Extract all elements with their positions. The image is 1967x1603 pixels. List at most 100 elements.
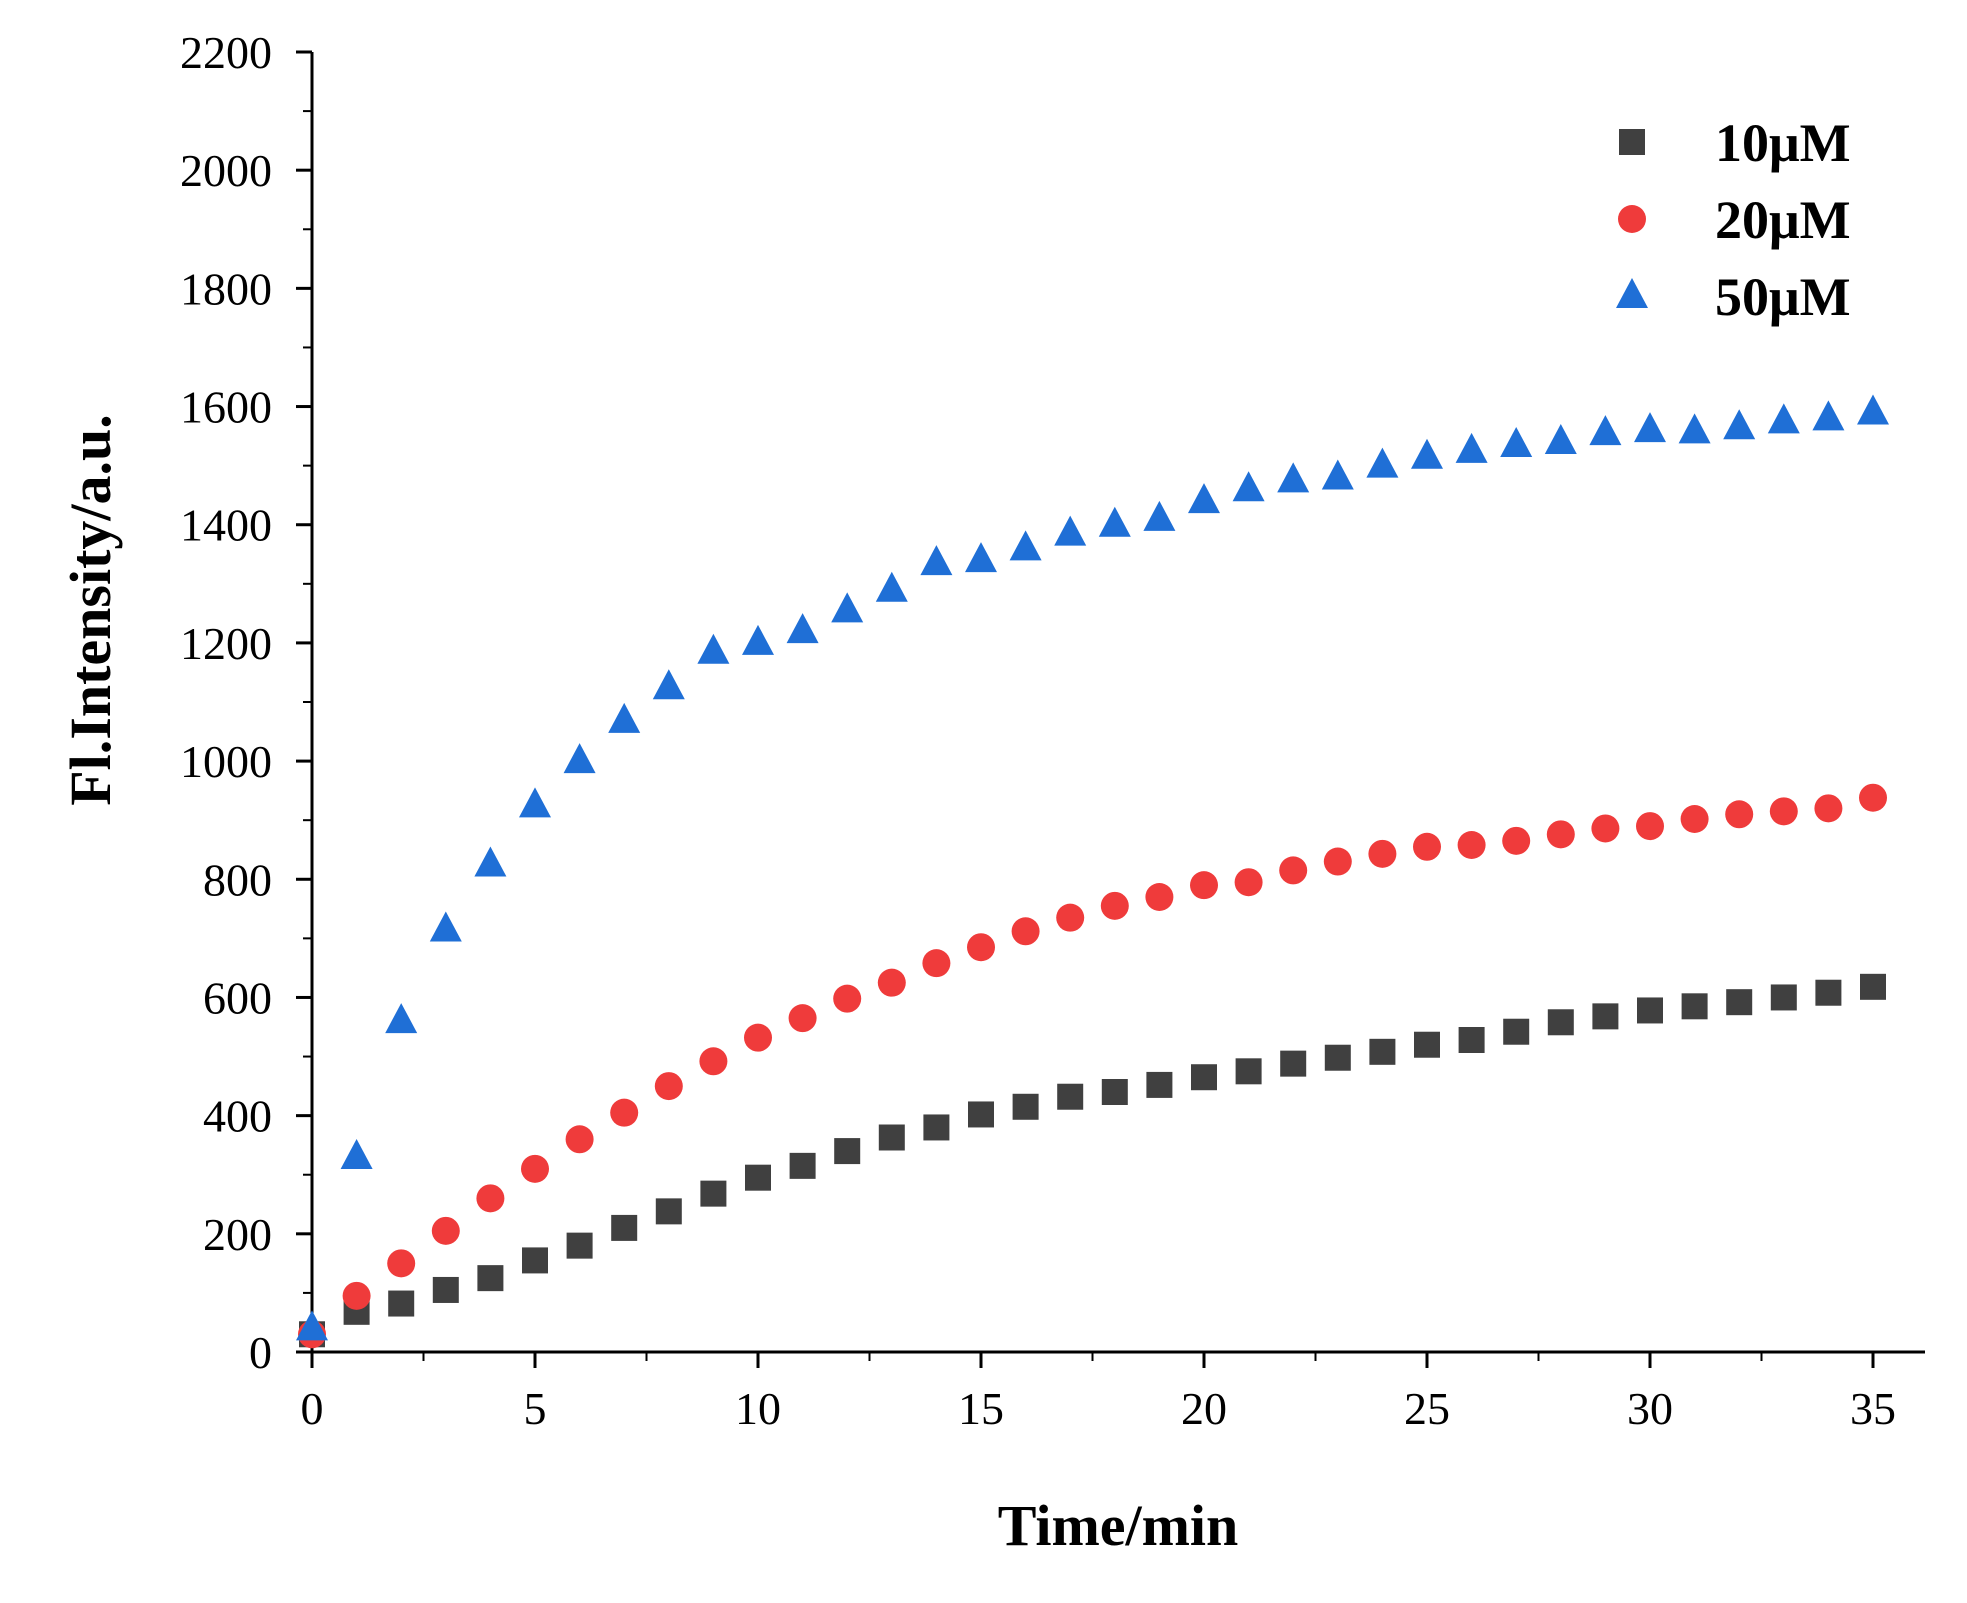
data-point-square (1191, 1064, 1217, 1091)
data-point-square (1547, 1009, 1574, 1036)
data-point-square (432, 1276, 459, 1303)
data-point-triangle (1544, 424, 1577, 454)
data-point-circle (967, 933, 995, 962)
x-tick-label: 5 (524, 1383, 547, 1434)
data-point-square (611, 1214, 638, 1241)
data-point-triangle (474, 846, 507, 877)
data-point-circle (1814, 794, 1843, 823)
data-point-triangle (1277, 462, 1310, 493)
data-point-triangle (340, 1139, 373, 1169)
y-tick-label: 200 (203, 1209, 272, 1260)
data-point-circle (1011, 917, 1040, 946)
data-point-square (1280, 1050, 1307, 1077)
y-tick-label: 1000 (180, 736, 272, 787)
data-point-triangle (875, 571, 908, 602)
legend: 10μM 20μM 50μM (1616, 113, 1851, 327)
data-point-triangle (1098, 506, 1131, 537)
data-point-square (1592, 1003, 1619, 1030)
data-point-triangle (965, 542, 997, 573)
data-point-square (655, 1198, 682, 1225)
axes (310, 52, 1925, 1354)
data-point-circle (1591, 814, 1620, 843)
x-tick-label: 20 (1181, 1383, 1227, 1434)
y-axis-title: Fl.Intensity/a.u. (58, 414, 123, 806)
data-point-square (522, 1247, 548, 1274)
data-point-triangle (1054, 515, 1087, 546)
data-point-square (388, 1290, 415, 1317)
data-point-triangle (1366, 447, 1399, 478)
x-tick-label: 35 (1850, 1383, 1896, 1434)
data-point-circle (744, 1023, 772, 1052)
y-tick-label: 400 (203, 1091, 272, 1142)
x-tick-label: 25 (1404, 1383, 1450, 1434)
data-point-square (477, 1265, 504, 1292)
data-point-circle (833, 984, 862, 1013)
data-point-triangle (1589, 415, 1622, 446)
data-point-triangle (519, 787, 551, 818)
data-point-circle (1502, 826, 1531, 855)
data-point-triangle (1455, 432, 1488, 463)
data-point-square (1637, 997, 1663, 1024)
x-tick-label: 15 (958, 1383, 1004, 1434)
data-point-triangle (608, 702, 641, 733)
y-tick-label: 0 (249, 1327, 272, 1378)
data-point-square (1726, 989, 1753, 1016)
data-point-square (1146, 1071, 1173, 1098)
series-triangle (296, 394, 1889, 1341)
data-point-circle (788, 1004, 817, 1033)
data-point-triangle (1634, 412, 1666, 443)
x-tick-label: 30 (1627, 1383, 1673, 1434)
legend-marker-square (1619, 129, 1645, 155)
data-point-circle (1413, 832, 1441, 861)
legend-label: 50μM (1715, 267, 1851, 327)
data-point-circle (1769, 797, 1798, 826)
data-point-triangle (786, 613, 819, 644)
y-tick-label: 2200 (180, 27, 272, 78)
data-point-triangle (920, 545, 953, 576)
data-point-circle (654, 1072, 683, 1101)
y-tick-label: 1600 (180, 382, 272, 433)
data-point-square (923, 1114, 950, 1141)
data-point-circle (431, 1216, 460, 1245)
data-point-triangle (1411, 438, 1443, 469)
data-point-circle (1680, 805, 1709, 833)
data-point-circle (610, 1098, 639, 1127)
data-point-circle (1546, 820, 1575, 849)
data-point-square (878, 1124, 905, 1151)
data-point-circle (1100, 891, 1129, 920)
data-point-triangle (385, 1003, 418, 1034)
data-point-square (1503, 1018, 1530, 1045)
data-point-circle (1323, 847, 1352, 876)
data-point-circle (1725, 800, 1754, 829)
y-tick-label: 800 (203, 854, 272, 905)
series-square (299, 973, 1886, 1348)
data-point-circle (1368, 839, 1397, 868)
data-point-circle (699, 1047, 728, 1076)
data-point-triangle (1812, 400, 1845, 431)
data-point-triangle (563, 743, 596, 774)
data-point-square (834, 1138, 861, 1165)
data-point-circle (1457, 831, 1486, 859)
data-point-square (1860, 973, 1886, 1000)
data-point-circle (1190, 871, 1218, 900)
x-tick-label: 0 (301, 1383, 324, 1434)
data-point-circle (342, 1281, 371, 1310)
axis-ticks: 0200400600800100012001400160018002000220… (180, 27, 1896, 1434)
data-point-triangle (1143, 500, 1176, 531)
data-point-triangle (429, 911, 462, 942)
data-point-square (1414, 1031, 1440, 1058)
data-point-triangle (1500, 426, 1533, 457)
legend-marker-circle (1618, 205, 1646, 233)
data-point-triangle (697, 633, 730, 664)
data-point-square (1012, 1093, 1039, 1120)
data-point-triangle (1321, 459, 1354, 490)
x-tick-label: 10 (735, 1383, 781, 1434)
data-point-circle (1859, 783, 1887, 812)
data-point-triangle (1009, 530, 1042, 561)
data-point-square (1770, 984, 1797, 1011)
legend-label: 10μM (1715, 113, 1851, 173)
data-point-triangle (831, 592, 864, 623)
data-points (296, 394, 1889, 1349)
data-point-circle (1145, 883, 1174, 911)
